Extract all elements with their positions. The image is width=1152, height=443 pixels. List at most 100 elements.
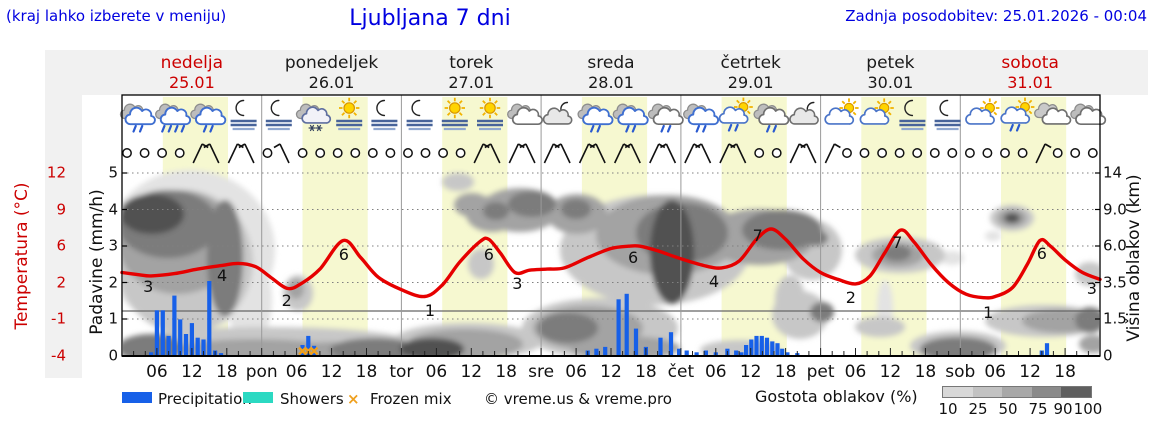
day-date: 30.01 [867, 73, 914, 92]
axis-tick-label: 2 [108, 273, 118, 291]
wind-calm-icon [403, 148, 413, 158]
wind-symbols-row [122, 143, 1098, 164]
time-label-18: 18 [914, 362, 937, 382]
day-date: 31.01 [1007, 73, 1054, 92]
temperature-value-label: 3 [512, 274, 522, 293]
day-name: sreda [587, 53, 635, 73]
time-label-06: 06 [146, 362, 168, 382]
time-label-06: 06 [984, 362, 1007, 382]
axis-tick-label: 9.0 [1103, 200, 1127, 218]
time-label-pon: pon [245, 362, 278, 382]
weather-icon-moon-fog [899, 99, 926, 131]
day-header-četrtek: četrtek 29.01 [681, 53, 821, 92]
credit-link[interactable]: © vreme.us & vreme.pro [484, 390, 672, 408]
weather-icon-rain [190, 103, 227, 133]
wind-calm-icon [877, 148, 888, 158]
temperature-value-label: 6 [1037, 244, 1047, 263]
time-label-12: 12 [320, 362, 343, 382]
wind-barb-icon [649, 143, 666, 164]
wind-barb-icon [800, 143, 817, 164]
wind-barb-icon [192, 143, 209, 164]
day-name: torek [449, 53, 494, 73]
wind-calm-icon [912, 148, 923, 158]
temperature-value-label: 1 [425, 301, 435, 320]
time-label-12: 12 [600, 362, 622, 382]
weather-icon-moon-fog [406, 99, 433, 131]
temperature-value-label: 2 [846, 288, 856, 307]
wind-calm-icon [174, 148, 185, 158]
axis-tick-label: 3.5 [1103, 273, 1127, 291]
wind-calm-icon [771, 148, 782, 158]
frozen-mix-icon: × [347, 390, 360, 408]
time-label-čet: čet [667, 362, 695, 382]
weather-icon-rain [612, 103, 649, 133]
wind-barb-icon [238, 143, 255, 164]
time-label-06: 06 [425, 362, 448, 382]
wind-barb-icon [719, 143, 736, 164]
time-label-06: 06 [285, 362, 308, 382]
axis-tick-label: 3 [108, 236, 118, 255]
wind-calm-icon [842, 148, 852, 158]
wind-barb-icon [508, 143, 525, 164]
weather-icon-heavy-rain [155, 103, 192, 133]
wind-calm-icon [297, 148, 308, 158]
wind-calm-icon [1000, 148, 1010, 158]
temperature-value-label: 6 [339, 245, 349, 264]
weather-icon-sun-fog [336, 97, 363, 131]
wind-calm-icon [438, 148, 449, 158]
axis-tick-label: 5 [108, 163, 118, 182]
temperature-value-label: 7 [892, 233, 902, 252]
wind-barb-icon [624, 143, 641, 164]
day-name: ponedeljek [284, 53, 379, 73]
day-name: petek [866, 53, 915, 73]
axis-tick-label: 4 [108, 200, 118, 218]
day-header-nedelja: nedelja 25.01 [122, 53, 262, 92]
weather-icon-rain [119, 103, 156, 133]
density-tick-label: 50 [998, 400, 1018, 418]
wind-barb-icon [824, 143, 841, 164]
wind-calm-icon [122, 148, 132, 158]
time-label-12: 12 [739, 362, 762, 382]
time-label-18: 18 [774, 362, 797, 382]
temperature-value-label: 3 [143, 277, 153, 296]
axis-tick-label: 2 [56, 273, 66, 291]
wind-calm-icon [1017, 148, 1028, 158]
weather-icons-row [119, 97, 1107, 133]
weather-icon-moon-fog [230, 99, 257, 131]
density-tick-label: 10 [938, 400, 958, 418]
day-header-sobota: sobota 31.01 [960, 53, 1100, 92]
day-header-ponedeljek: ponedeljek 26.01 [262, 53, 402, 92]
wind-barb-icon [1035, 143, 1052, 164]
temperature-value-label: 6 [484, 245, 494, 264]
temperature-value-label: 6 [628, 248, 638, 267]
precipitation-legend-swatch [122, 392, 152, 403]
wind-barb-icon [473, 143, 490, 164]
time-label-06: 06 [704, 362, 727, 382]
axis-tick-label: 6.0 [1103, 236, 1127, 255]
temperature-axis-label: Temperatura (°C) [12, 182, 32, 330]
temperature-curve [120, 227, 1102, 300]
weather-icon-sun-cloud [965, 98, 1000, 125]
temperature-value-label: 4 [217, 266, 227, 285]
wind-calm-icon [754, 148, 765, 158]
time-label-06: 06 [565, 362, 587, 382]
axis-tick-label: 0 [108, 346, 118, 365]
wind-calm-icon [350, 148, 361, 158]
time-label-12: 12 [181, 362, 203, 382]
density-gradient-segment [943, 387, 973, 397]
density-gradient-segment [1061, 387, 1091, 397]
weather-icon-moon-fog [934, 99, 961, 131]
wind-calm-icon [859, 148, 870, 158]
weather-icon-cloud-rain [753, 103, 790, 133]
wind-calm-icon [982, 148, 993, 158]
axis-tick-label: 9 [56, 200, 66, 218]
weather-icon-cloud [507, 103, 543, 126]
weather-icon-moon-fog [265, 99, 292, 131]
day-header-torek: torek 27.01 [401, 53, 541, 92]
temperature-value-label: 3 [1087, 279, 1097, 298]
wind-barb-icon [484, 143, 501, 164]
axis-tick-label: -4 [51, 346, 66, 365]
weather-icon-moon-fog [371, 99, 398, 131]
